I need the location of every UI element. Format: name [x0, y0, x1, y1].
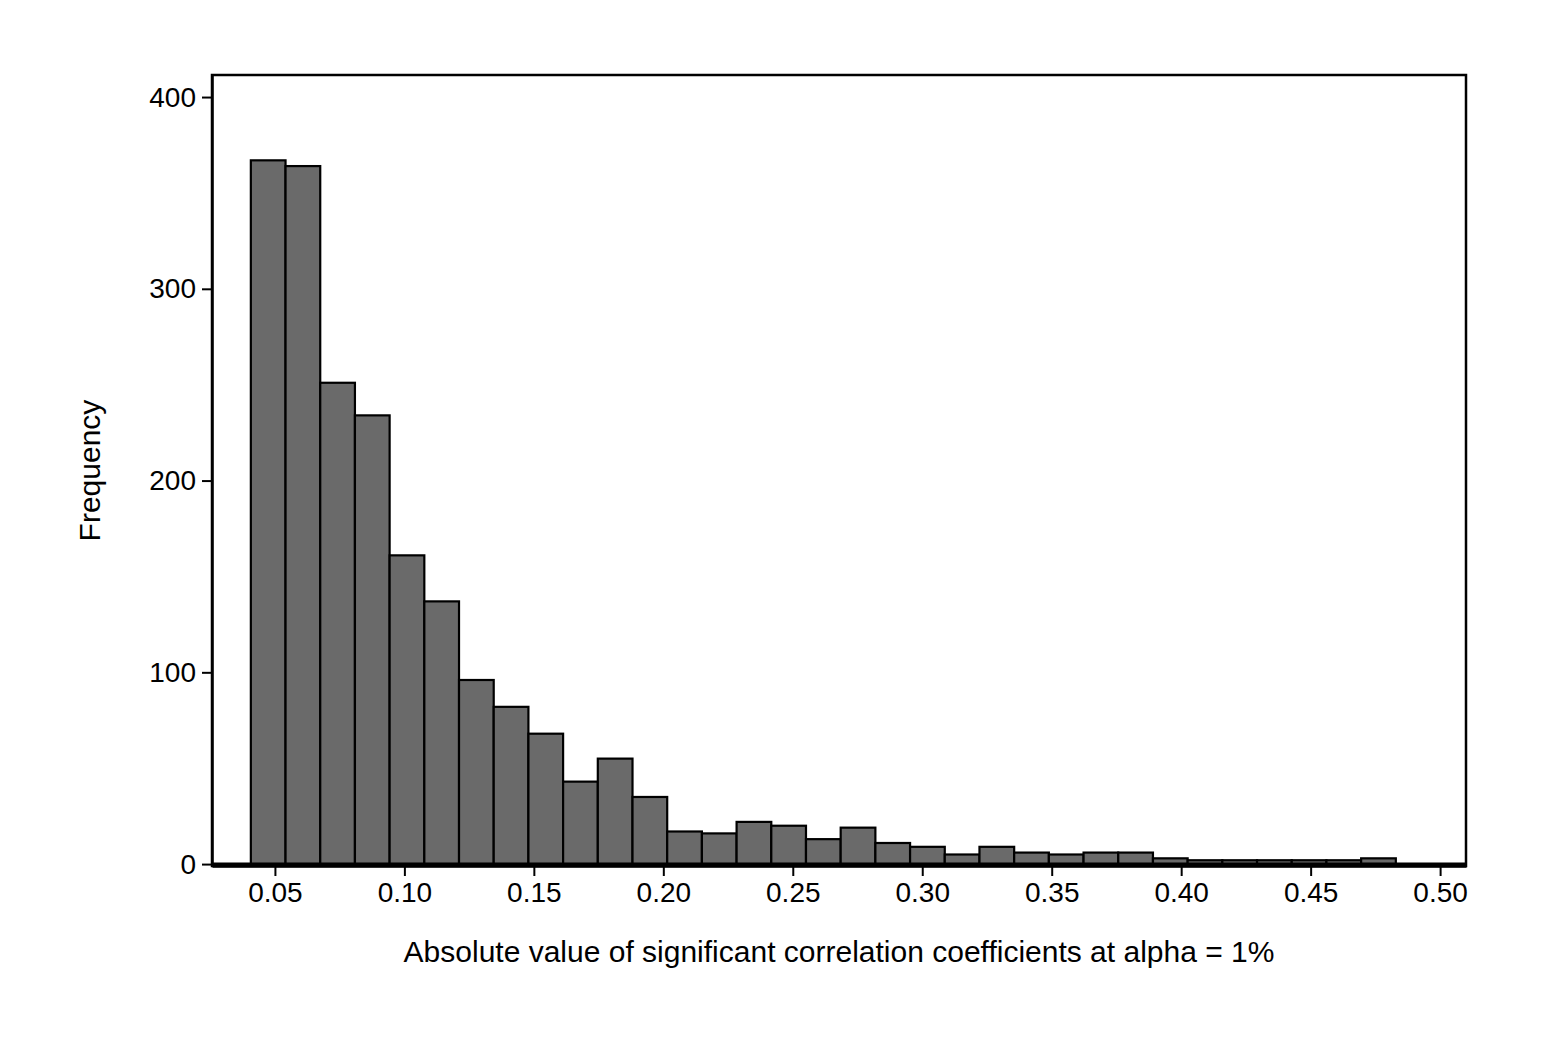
bar: [910, 847, 945, 864]
x-tick-label: 0.45: [1284, 877, 1339, 908]
x-tick-mark: [922, 866, 924, 876]
x-tick-label: 0.15: [507, 877, 561, 908]
bar: [459, 680, 494, 864]
x-tick: 0.30: [895, 866, 950, 908]
bar: [494, 707, 529, 864]
bar: [633, 797, 668, 864]
y-tick-mark: [202, 672, 212, 674]
x-tick-mark: [1440, 866, 1442, 876]
x-tick: 0.15: [507, 866, 561, 908]
y-tick-label: 300: [149, 273, 196, 304]
y-tick-label: 100: [149, 657, 196, 688]
x-tick-label: 0.40: [1154, 877, 1209, 908]
y-axis-line: [211, 76, 214, 867]
y-tick-mark: [202, 864, 212, 866]
bar: [390, 555, 425, 864]
x-tick-label: 0.35: [1025, 877, 1080, 908]
x-tick-mark: [792, 866, 794, 876]
x-tick-label: 0.10: [378, 877, 433, 908]
y-tick-label: 400: [149, 82, 196, 113]
x-tick-label: 0.30: [895, 877, 950, 908]
x-tick: 0.50: [1413, 866, 1468, 908]
x-tick-label: 0.50: [1413, 877, 1468, 908]
y-tick: 0: [180, 849, 212, 880]
chart: 0.05 0.10 0.15 0.20 0.25 0.30 0.35 0.40 0.45 0.50…: [0, 0, 1550, 1046]
x-tick: 0.05: [248, 866, 303, 908]
x-axis-line: [213, 865, 1467, 868]
x-tick-mark: [1051, 866, 1053, 876]
y-tick-label: 200: [149, 465, 196, 496]
bar: [737, 822, 772, 864]
y-axis-title: Frequency: [73, 400, 106, 542]
x-axis-title: Absolute value of significant correlatio…: [404, 935, 1275, 968]
plot: 0.05 0.10 0.15 0.20 0.25 0.30 0.35 0.40 0.45 0.50…: [149, 75, 1468, 908]
x-tick-label: 0.25: [766, 877, 821, 908]
x-tick-mark: [663, 866, 665, 876]
x-tick: 0.40: [1154, 866, 1209, 908]
x-tick-mark: [404, 866, 406, 876]
bars: [212, 160, 1466, 864]
bar: [1118, 853, 1153, 865]
y-tick: 300: [149, 273, 212, 304]
bar: [1084, 853, 1119, 865]
bar: [806, 839, 841, 864]
bar: [355, 415, 390, 864]
x-axis: 0.05 0.10 0.15 0.20 0.25 0.30 0.35 0.40 0.45 0.50: [213, 866, 1468, 908]
x-tick: 0.25: [766, 866, 821, 908]
plot-frame: [212, 75, 1466, 866]
bar: [1014, 853, 1049, 865]
y-tick-label: 0: [180, 849, 196, 880]
y-tick: 200: [149, 465, 212, 496]
x-tick-mark: [1181, 866, 1183, 876]
x-tick-mark: [274, 866, 276, 876]
bar: [841, 828, 876, 864]
x-tick-label: 0.20: [637, 877, 692, 908]
bar: [251, 160, 286, 864]
y-axis: 0 100 200 300 400: [149, 76, 212, 880]
bar: [286, 166, 321, 864]
x-tick: 0.20: [637, 866, 692, 908]
y-tick-mark: [202, 288, 212, 290]
x-tick-mark: [1310, 866, 1312, 876]
bar: [771, 826, 806, 864]
x-tick: 0.10: [378, 866, 433, 908]
x-tick: 0.45: [1284, 866, 1339, 908]
x-tick-mark: [533, 866, 535, 876]
bar: [667, 831, 702, 864]
bar: [528, 734, 563, 864]
y-tick-mark: [202, 97, 212, 99]
bar: [563, 782, 598, 864]
bar: [979, 847, 1014, 864]
bar: [320, 383, 355, 864]
bar: [424, 601, 459, 864]
bar: [702, 833, 737, 864]
x-tick: 0.35: [1025, 866, 1080, 908]
y-tick: 400: [149, 82, 212, 113]
y-tick-mark: [202, 480, 212, 482]
bar: [598, 759, 633, 864]
bar: [875, 843, 910, 864]
x-tick-label: 0.05: [248, 877, 303, 908]
y-tick: 100: [149, 657, 212, 688]
